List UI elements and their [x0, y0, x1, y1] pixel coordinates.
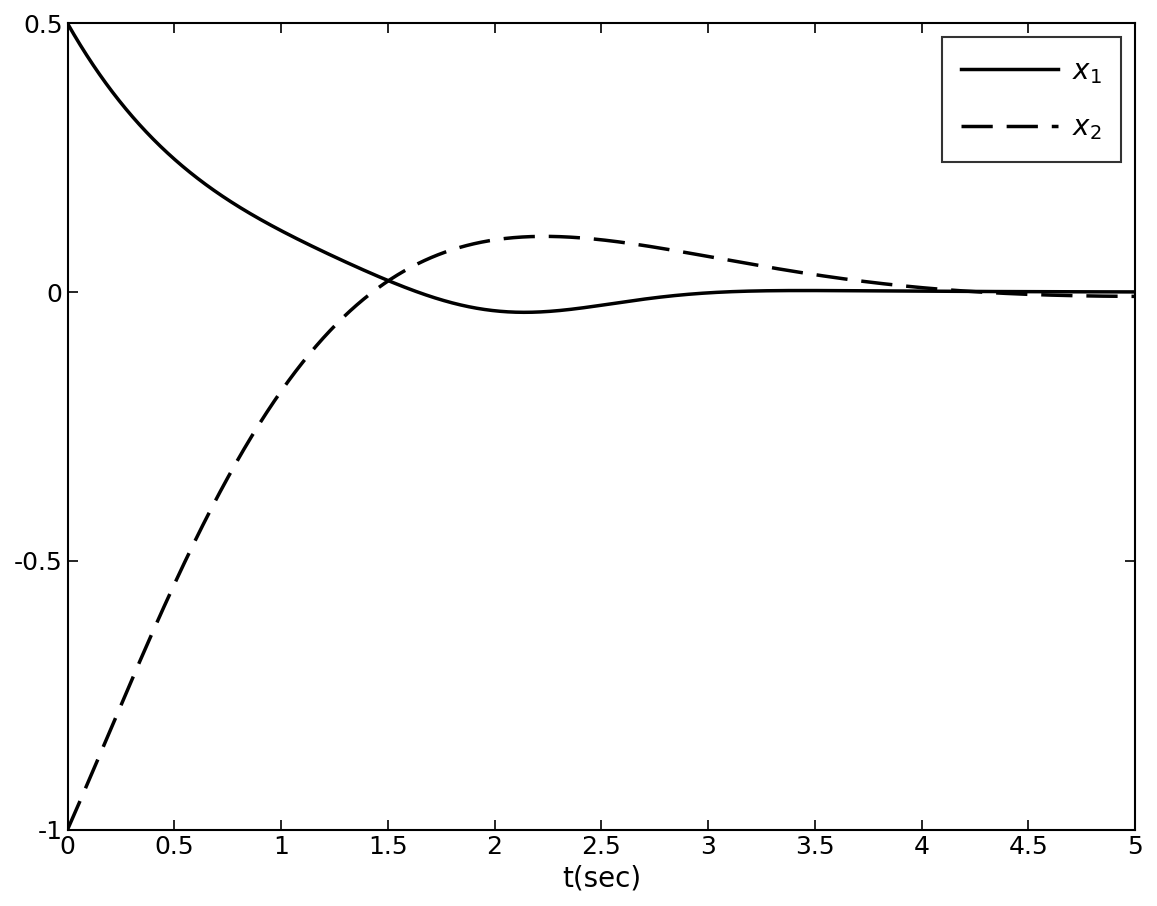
- Legend: $x_{1}$, $x_{2}$: $x_{1}$, $x_{2}$: [942, 37, 1121, 161]
- $x_{1}$: [516, 307, 530, 318]
- $x_{2}$: [537, 231, 551, 242]
- $x_{1}$: [60, 18, 74, 29]
- $x_{1}$: [1107, 286, 1121, 297]
- $x_{2}$: [183, 547, 197, 558]
- $x_{1}$: [183, 167, 197, 178]
- $x_{2}$: [993, 288, 1007, 299]
- $x_{2}$: [516, 232, 530, 243]
- Line: $x_{1}$: $x_{1}$: [67, 24, 1135, 313]
- $x_{2}$: [470, 237, 484, 248]
- $x_{1}$: [470, 303, 484, 313]
- Line: $x_{2}$: $x_{2}$: [67, 236, 1135, 830]
- $x_{2}$: [60, 824, 74, 835]
- $x_{1}$: [1128, 286, 1142, 297]
- $x_{1}$: [245, 209, 259, 220]
- $x_{1}$: [517, 307, 531, 318]
- $x_{2}$: [1128, 291, 1142, 302]
- $x_{2}$: [1107, 291, 1121, 302]
- X-axis label: t(sec): t(sec): [562, 864, 641, 892]
- $x_{2}$: [245, 429, 259, 440]
- $x_{1}$: [993, 286, 1007, 297]
